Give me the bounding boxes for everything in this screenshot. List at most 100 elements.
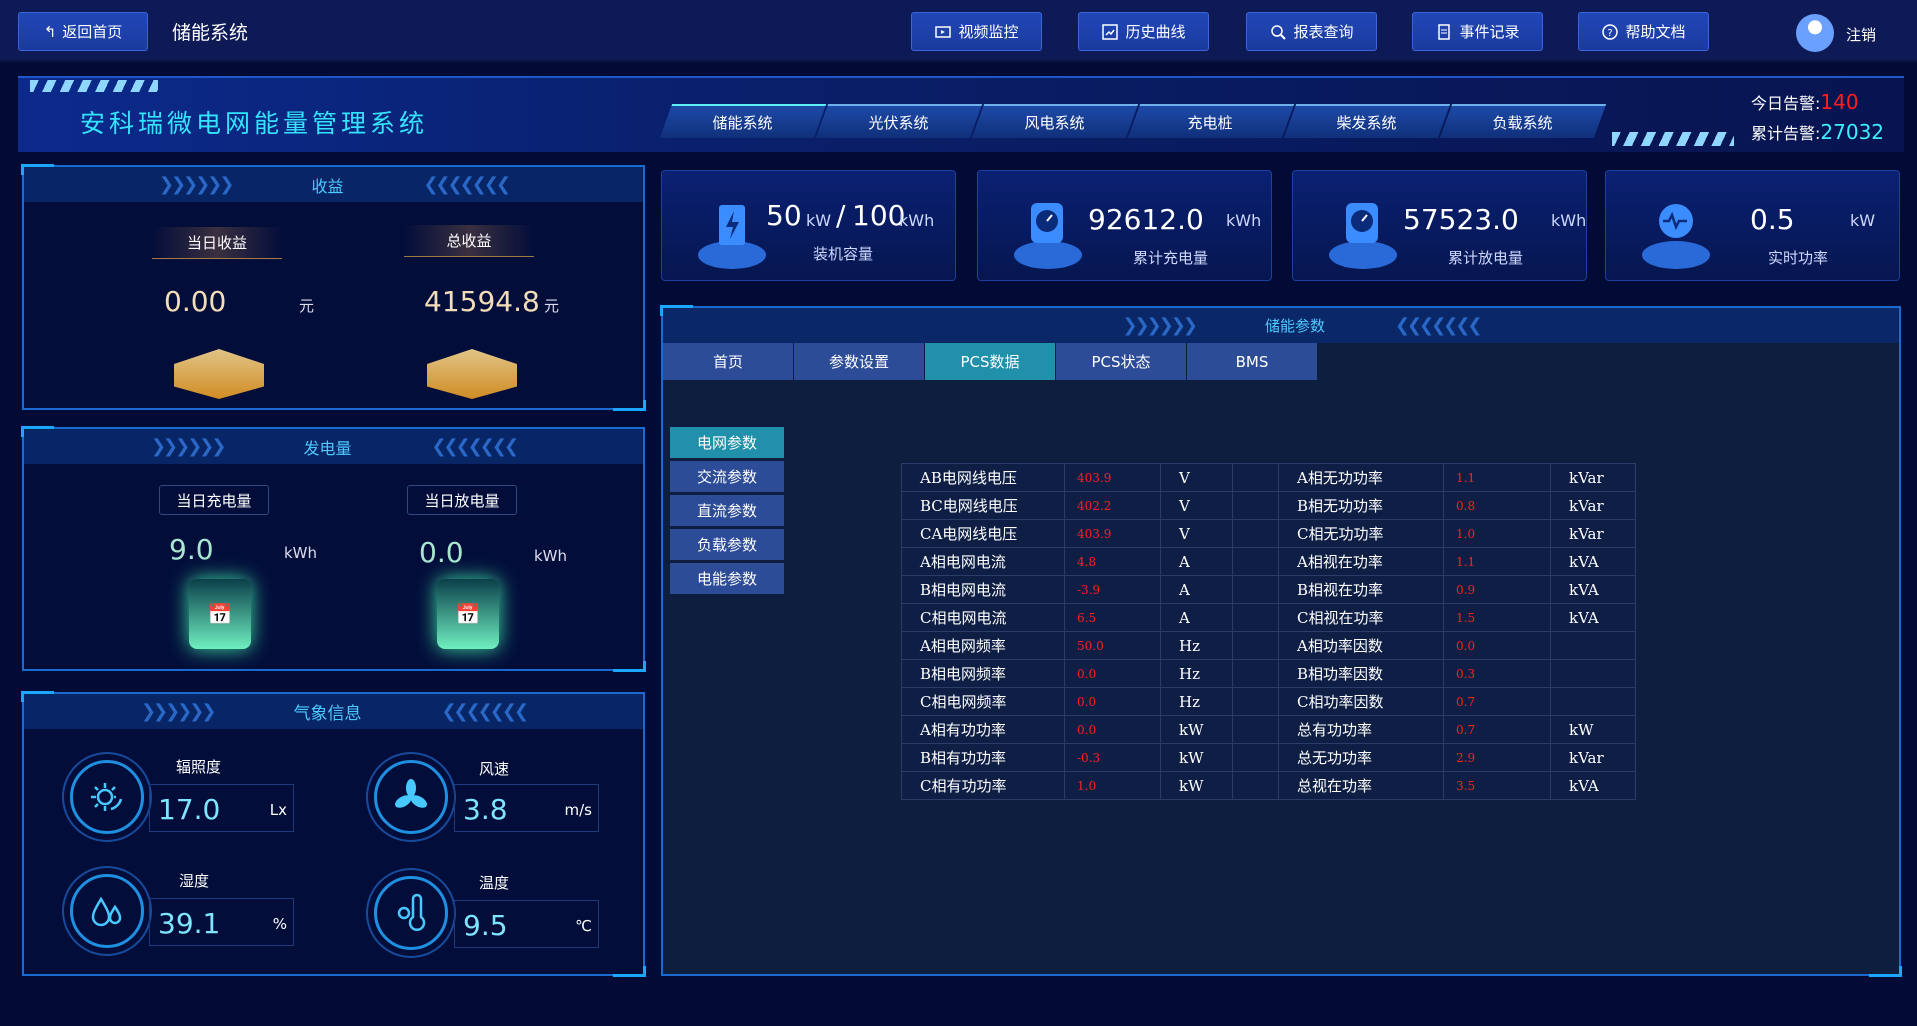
tab-wind-system[interactable]: 风电系统 [971,104,1139,138]
param-value: 0.9 [1443,575,1551,604]
panel-title: 发电量 [303,438,352,458]
chevrons-right-icon: ❯❯❯❯❯❯ [140,701,216,722]
param-unit: V [1160,491,1233,520]
report-query-button[interactable]: 报表查询 [1246,12,1377,51]
tab-storage-system[interactable]: 储能系统 [659,104,827,138]
wind-speed-unit: m/s [564,801,592,819]
video-monitor-button[interactable]: 视频监控 [911,12,1042,51]
subnav-dc-params[interactable]: 直流参数 [670,495,784,526]
chevrons-left-icon: ❮❮❮❮❮❮❮ [431,436,519,457]
user-avatar[interactable] [1796,14,1834,52]
param-unit: kVar [1550,743,1636,772]
param-name: 总有功功率 [1278,715,1444,744]
param-name: BC电网线电压 [901,491,1065,520]
capacity-energy-unit: kWh [899,211,935,230]
table-row: BC电网线电压 402.2 V B相无功功率 0.8 kVar [901,491,1636,520]
param-value: 1.0 [1064,771,1161,800]
param-name: C相无功功率 [1278,519,1444,548]
today-alarm[interactable]: 今日告警:140 [1751,90,1859,114]
param-value: 402.2 [1064,491,1161,520]
irradiance-value: 17.0 [158,793,221,826]
spacer [1232,575,1279,604]
param-name: A相电网电流 [901,547,1065,576]
revenue-panel: ❯❯❯❯❯❯ 收益 ❮❮❮❮❮❮❮ 当日收益 0.00 元 总收益 41594.8 … [21,164,646,411]
table-row: A相电网频率 50.0 Hz A相功率因数 0.0 [901,631,1636,660]
chevrons-right-icon: ❯❯❯❯❯❯ [150,436,226,457]
chevrons-right-icon: ❯❯❯❯❯❯ [158,174,234,195]
chevrons-left-icon: ❮❮❮❮❮❮❮ [441,701,529,722]
help-docs-button[interactable]: ? 帮助文档 [1578,12,1709,51]
decorative-stripes [1612,132,1734,146]
energy-unit: kWh [534,547,568,565]
param-value: 1.1 [1443,547,1551,576]
table-row: CA电网线电压 403.9 V C相无功功率 1.0 kVar [901,519,1636,548]
param-value: 2.9 [1443,743,1551,772]
param-unit [1550,631,1636,660]
tab-param-settings[interactable]: 参数设置 [794,343,924,380]
pulse-icon [1642,204,1710,269]
param-value: 0.0 [1064,659,1161,688]
app-title: 安科瑞微电网能量管理系统 [80,109,429,138]
table-row: C相电网电流 6.5 A C相视在功率 1.5 kVA [901,603,1636,632]
back-home-button[interactable]: ↰ 返回首页 [18,12,148,51]
daily-discharge-label: 当日放电量 [407,485,517,515]
help-icon: ? [1602,23,1619,40]
spacer [1232,631,1279,660]
subnav-ac-params[interactable]: 交流参数 [670,461,784,492]
search-icon [1271,24,1287,40]
tab-diesel-system[interactable]: 柴发系统 [1283,104,1451,138]
param-value: 6.5 [1064,603,1161,632]
param-name: C相视在功率 [1278,603,1444,632]
daily-charge-label: 当日充电量 [159,485,269,515]
param-name: B相电网电流 [901,575,1065,604]
energy-panel: ❯❯❯❯❯❯ 发电量 ❮❮❮❮❮❮❮ 当日充电量 9.0 kWh 📅 当日放电量 0… [21,426,646,672]
param-value: 0.7 [1443,687,1551,716]
thermometer-icon [374,876,448,950]
event-log-button[interactable]: 事件记录 [1412,12,1543,51]
tab-pcs-data[interactable]: PCS数据 [925,343,1055,380]
total-alarm[interactable]: 累计告警:27032 [1751,120,1885,144]
param-name: C相功率因数 [1278,687,1444,716]
param-name: 总无功功率 [1278,743,1444,772]
spacer [1232,771,1279,800]
card-label: 装机容量 [813,245,874,263]
gauge-icon [1329,203,1397,269]
battery-icon [698,205,766,269]
tab-bms[interactable]: BMS [1187,343,1317,380]
param-value: 0.0 [1064,687,1161,716]
param-name: AB电网线电压 [901,463,1065,492]
param-unit: Hz [1160,659,1233,688]
gold-box-icon [174,349,264,399]
param-value: -3.9 [1064,575,1161,604]
today-revenue-value: 0.00 [164,285,227,318]
subnav-load-params[interactable]: 负载参数 [670,529,784,560]
tab-pv-system[interactable]: 光伏系统 [815,104,983,138]
tab-load-system[interactable]: 负载系统 [1439,104,1607,138]
tab-home[interactable]: 首页 [663,343,793,380]
tab-pcs-status[interactable]: PCS状态 [1056,343,1186,380]
spacer [1232,659,1279,688]
param-unit: V [1160,519,1233,548]
param-value: 1.5 [1443,603,1551,632]
realtime-power-unit: kW [1850,211,1876,230]
param-name: A相有功功率 [901,715,1065,744]
spacer [1232,519,1279,548]
param-name: C相电网电流 [901,603,1065,632]
param-unit: kVar [1550,463,1636,492]
spacer [1232,715,1279,744]
tab-charging-pile[interactable]: 充电桩 [1127,104,1295,138]
history-curve-button[interactable]: 历史曲线 [1078,12,1209,51]
capacity-power: 50 [766,199,802,232]
param-unit: kVA [1550,603,1636,632]
param-value: 0.8 [1443,491,1551,520]
subnav-energy-params[interactable]: 电能参数 [670,563,784,594]
param-unit: A [1160,547,1233,576]
param-value: 403.9 [1064,519,1161,548]
param-value: -0.3 [1064,743,1161,772]
table-row: B相电网频率 0.0 Hz B相功率因数 0.3 [901,659,1636,688]
param-unit: kVA [1550,547,1636,576]
energy-unit: kWh [284,544,318,562]
logout-link[interactable]: 注销 [1846,26,1877,44]
panel-title: 气象信息 [293,704,362,724]
subnav-grid-params[interactable]: 电网参数 [670,427,784,458]
